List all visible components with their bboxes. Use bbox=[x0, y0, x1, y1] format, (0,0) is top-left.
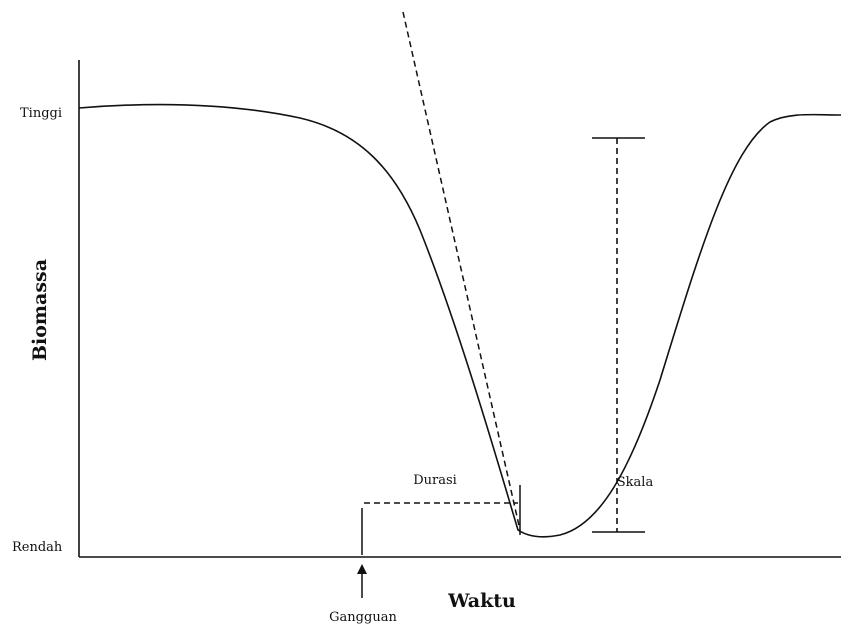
arrow-head bbox=[357, 564, 367, 574]
disturbance-arrow bbox=[357, 564, 367, 598]
disturbance-label: Gangguan bbox=[329, 610, 397, 625]
x-axis-label: Waktu bbox=[447, 590, 516, 612]
y-low-label: Rendah bbox=[12, 540, 63, 555]
biomass-curve bbox=[78, 103, 841, 538]
scale-label: Skala bbox=[617, 475, 654, 490]
axes bbox=[78, 60, 841, 558]
duration-marker bbox=[361, 485, 521, 555]
duration-label: Durasi bbox=[413, 473, 457, 488]
y-axis-label: Biomassa bbox=[29, 259, 51, 361]
tangent-line bbox=[402, 11, 521, 531]
y-high-label: Tinggi bbox=[20, 106, 62, 121]
scale-marker bbox=[592, 137, 645, 533]
